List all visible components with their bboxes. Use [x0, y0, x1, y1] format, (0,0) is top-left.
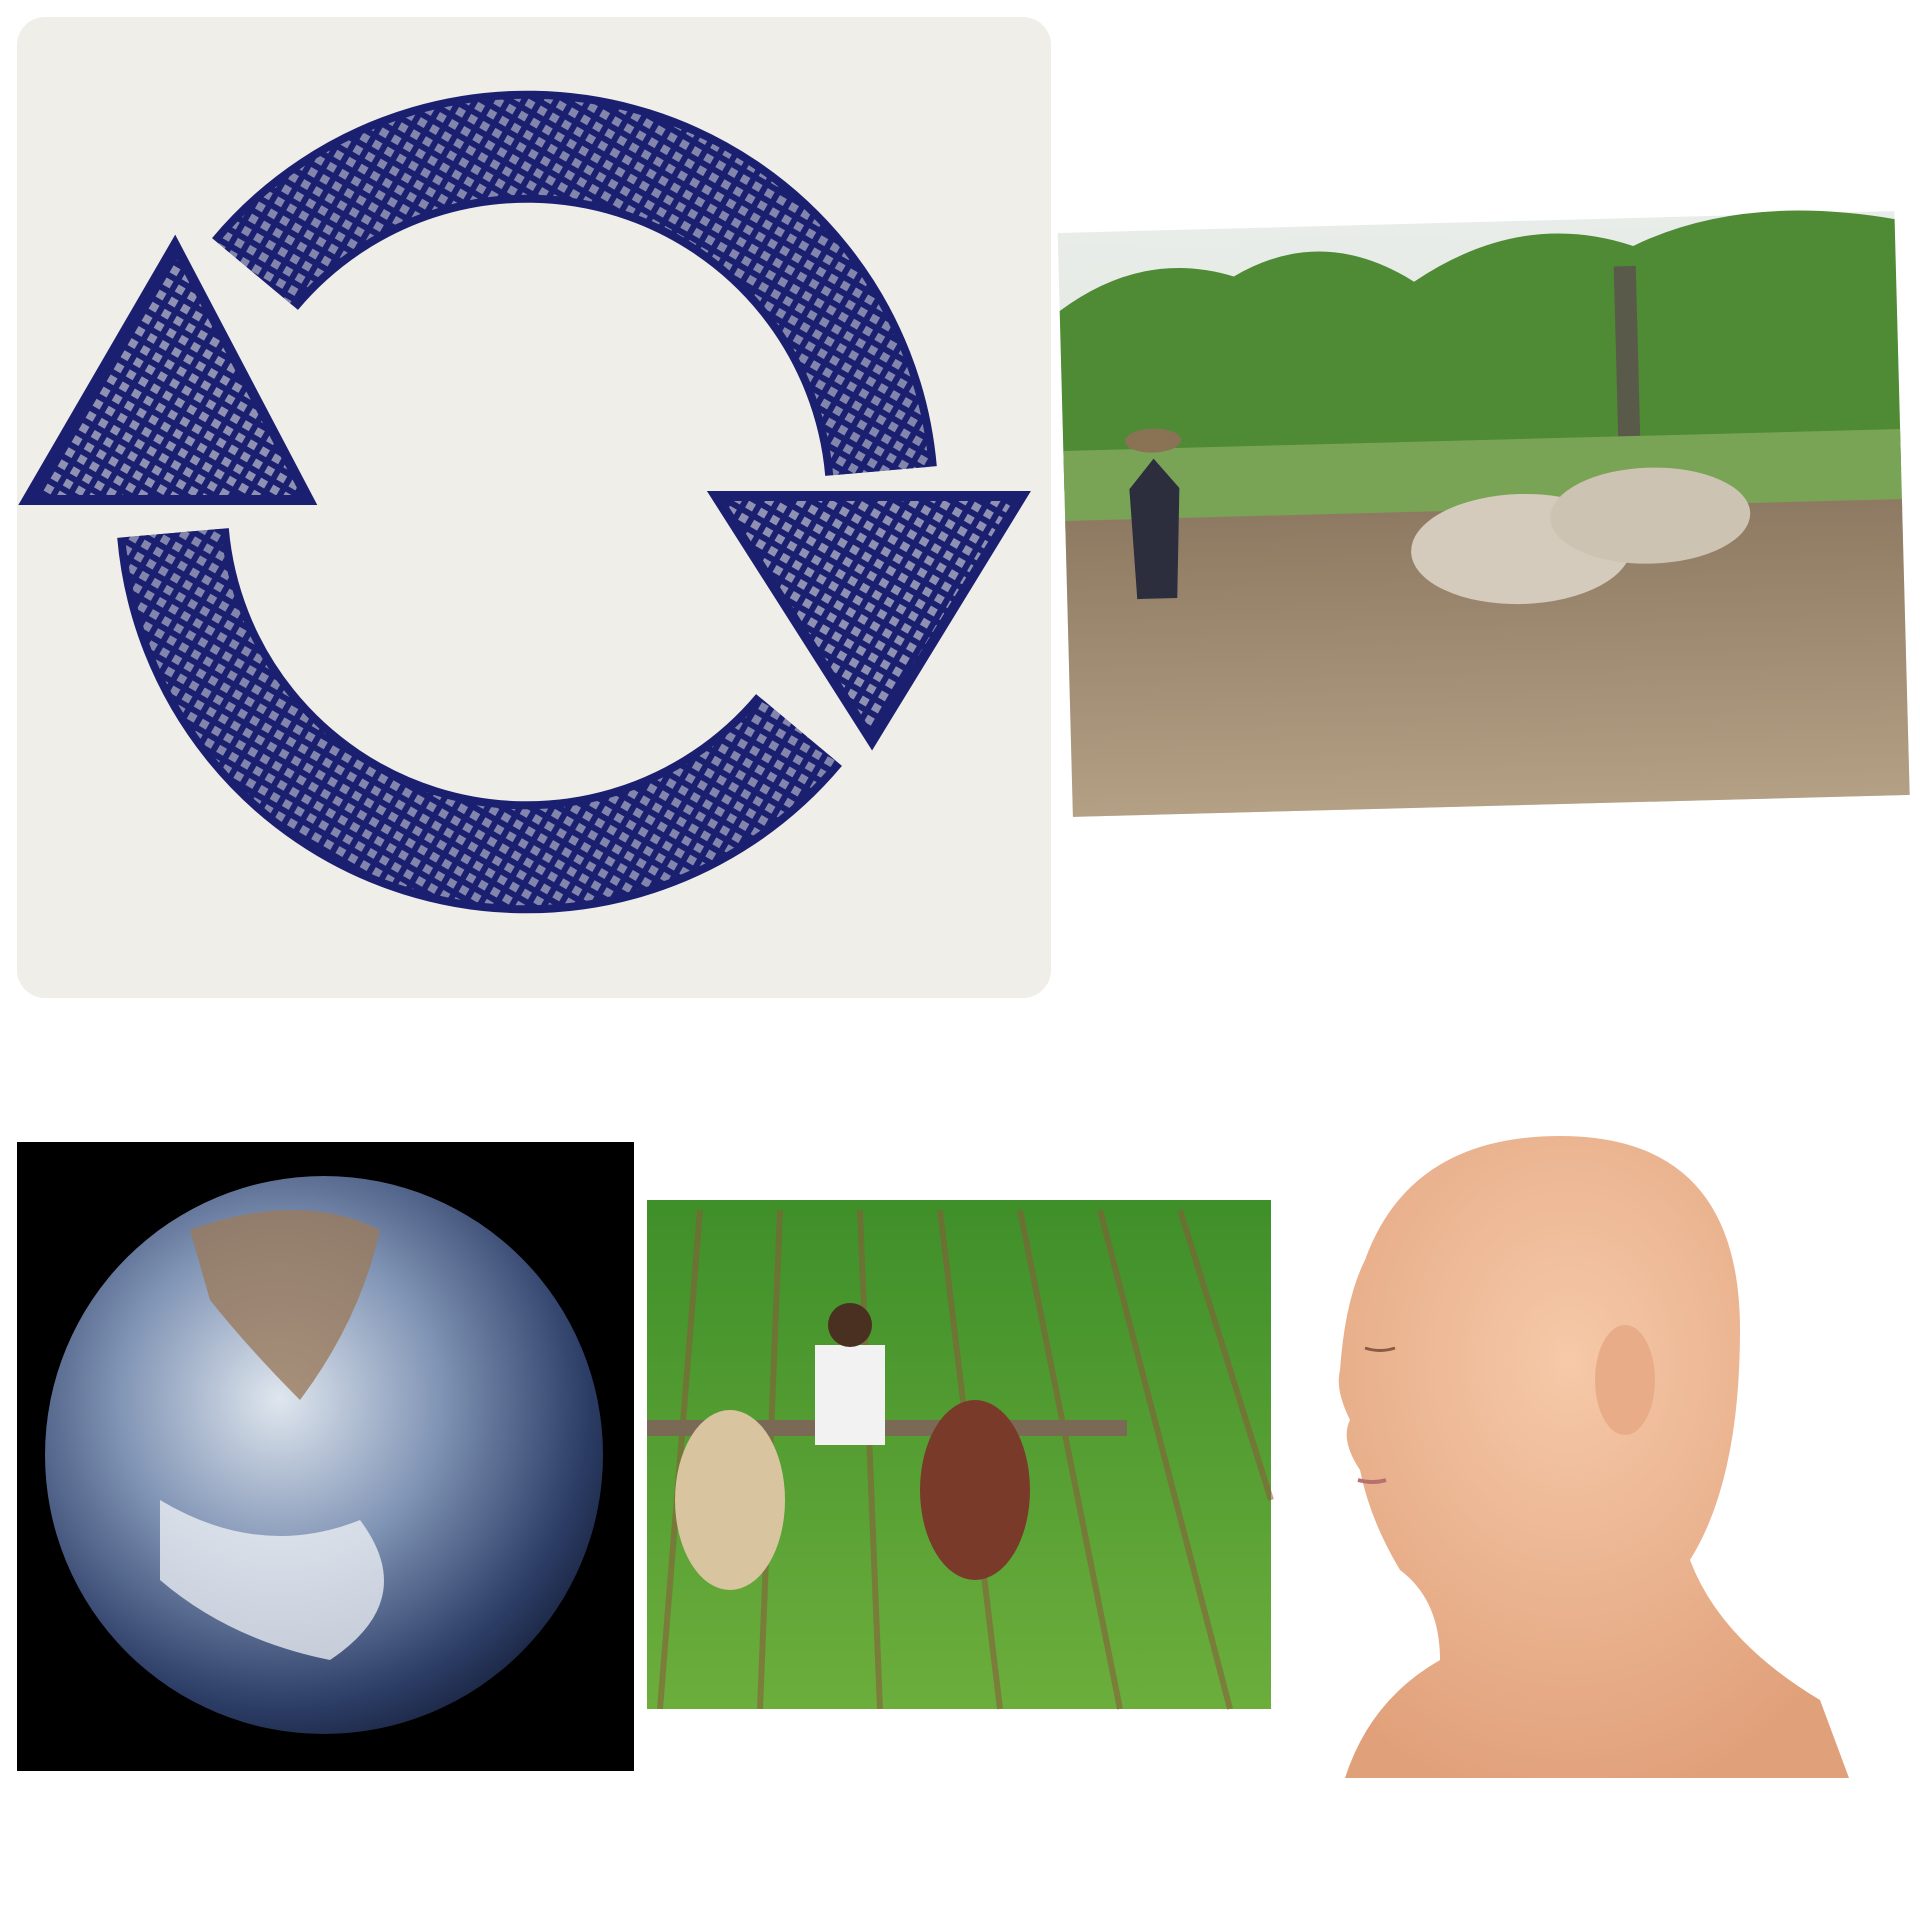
arrow-hatch-top [218, 98, 929, 476]
lips [1357, 1478, 1387, 1484]
clouds [160, 1500, 384, 1660]
ox-left [675, 1410, 785, 1590]
arrowhead-right [706, 491, 1031, 751]
plowing-photo [1057, 210, 1910, 817]
farmer-head [828, 1303, 872, 1347]
farmer [1129, 458, 1180, 600]
arrowhead-left [18, 234, 318, 505]
head [1338, 1136, 1849, 1778]
ox-body [1550, 467, 1751, 564]
earth-photo [17, 1142, 634, 1771]
tree-trunk [1613, 265, 1641, 457]
mud-field [1065, 499, 1910, 817]
eye [1364, 1346, 1396, 1352]
furrows [657, 1209, 1274, 1710]
trees [1059, 210, 1902, 491]
continent [190, 1210, 380, 1400]
ear [1595, 1325, 1655, 1435]
farmer [815, 1345, 885, 1445]
ox-right [920, 1400, 1030, 1580]
field-photo [647, 1200, 1274, 1710]
arrow-hatch-bottom [125, 528, 836, 906]
cycle-panel [17, 17, 1051, 998]
farmer-hat [1125, 428, 1182, 453]
head-render [1338, 1136, 1849, 1778]
